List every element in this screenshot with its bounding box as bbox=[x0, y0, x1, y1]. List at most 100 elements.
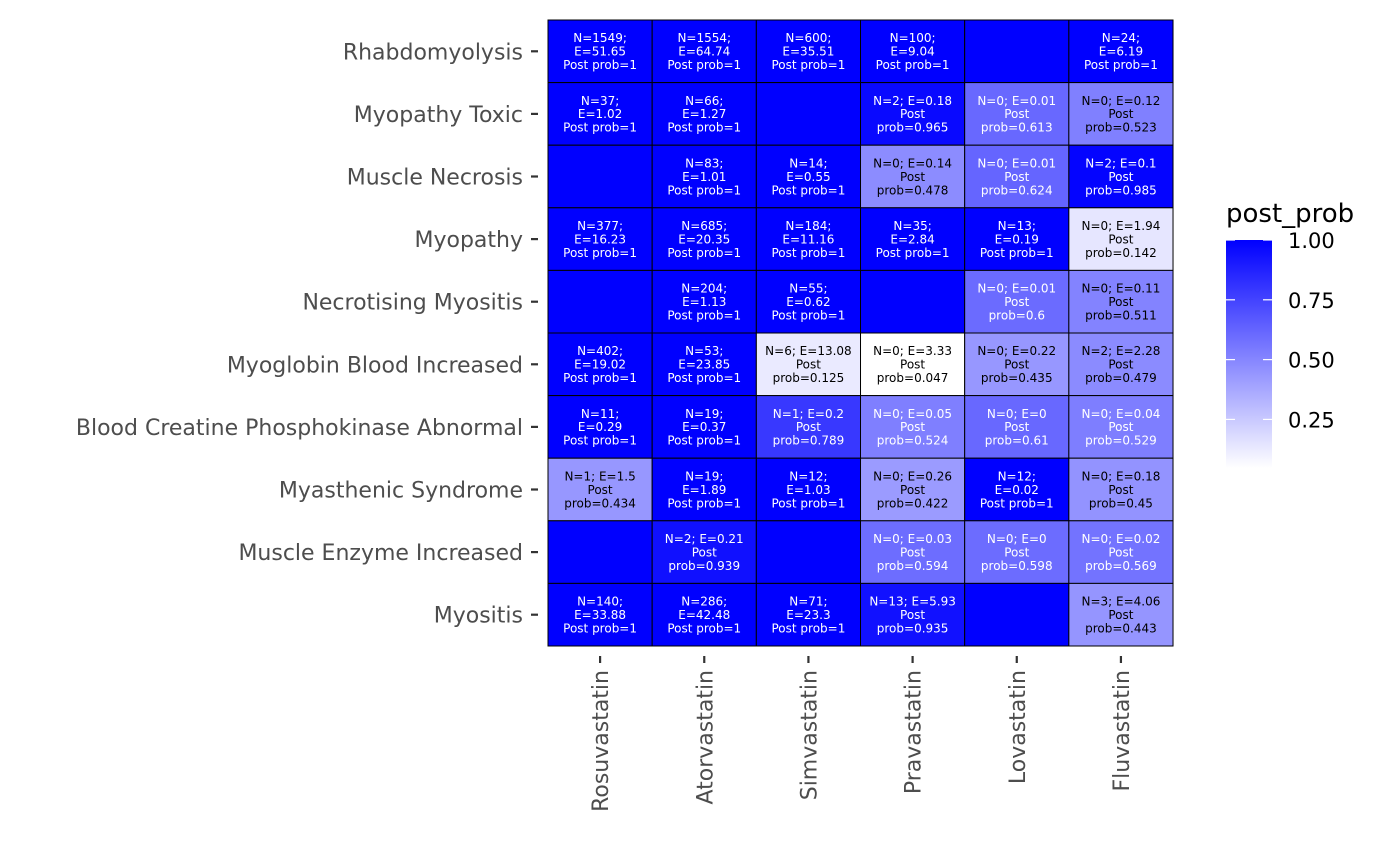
cell-label: Post prob=1 bbox=[563, 58, 637, 72]
cell-label: prob=0.479 bbox=[1085, 371, 1157, 385]
cell-label: prob=0.434 bbox=[564, 496, 636, 510]
heatmap-cell bbox=[964, 520, 1070, 584]
cell-label: Post prob=1 bbox=[771, 308, 845, 322]
cell-label: Post bbox=[1004, 295, 1029, 309]
cell-label: Post bbox=[900, 358, 925, 372]
cell-label: Post prob=1 bbox=[667, 246, 741, 260]
cell-label: prob=0.594 bbox=[877, 559, 949, 573]
x-tick-label: Simvastatin bbox=[797, 670, 822, 800]
cell-label: prob=0.443 bbox=[1085, 621, 1157, 635]
cell-label: Post prob=1 bbox=[1084, 58, 1158, 72]
cell-label: N=0; E=0.18 bbox=[1081, 469, 1160, 483]
heatmap-cell bbox=[1068, 269, 1174, 334]
legend-ticks: 0.25 0.50 0.75 1.00 bbox=[1226, 229, 1335, 432]
cell-label: Post prob=1 bbox=[771, 496, 845, 510]
heatmap-cell bbox=[547, 269, 653, 334]
cell-label: Post bbox=[1108, 232, 1133, 246]
cell-label: N=3; E=4.06 bbox=[1081, 595, 1160, 609]
cell-label: Post bbox=[692, 545, 717, 559]
cell-label: Post prob=1 bbox=[876, 58, 950, 72]
heatmap-cell bbox=[547, 19, 653, 84]
cell-label: Post bbox=[1108, 107, 1133, 121]
cell-label: E=16.23 bbox=[574, 232, 626, 246]
cell-label: Post prob=1 bbox=[771, 183, 845, 197]
cell-label: N=12; bbox=[789, 469, 827, 483]
heatmap-cell bbox=[860, 269, 966, 334]
heatmap-cell bbox=[1068, 582, 1174, 647]
cell-label: N=66; bbox=[685, 94, 723, 108]
cell-label: prob=0.935 bbox=[877, 621, 949, 635]
y-tick-label: Blood Creatine Phosphokinase Abnormal bbox=[76, 416, 523, 441]
heatmap-cell bbox=[755, 269, 862, 334]
cell-label: Post prob=1 bbox=[667, 308, 741, 322]
cell-label: E=6.19 bbox=[1099, 45, 1143, 59]
heatmap-cell bbox=[755, 520, 862, 584]
cell-label: Post bbox=[900, 608, 925, 622]
cell-label: N=35; bbox=[893, 219, 931, 233]
cell-label: E=0.29 bbox=[578, 420, 622, 434]
cell-label: Post prob=1 bbox=[771, 246, 845, 260]
y-tick-label: Necrotising Myositis bbox=[302, 291, 523, 316]
cell-label: Post prob=1 bbox=[980, 246, 1054, 260]
cell-label: Post prob=1 bbox=[667, 434, 741, 448]
cell-label: N=6; E=13.08 bbox=[765, 344, 852, 358]
cell-label: prob=0.511 bbox=[1085, 308, 1157, 322]
cell-label: N=0; E=3.33 bbox=[873, 344, 952, 358]
cell-label: prob=0.478 bbox=[877, 183, 949, 197]
cell-label: Post bbox=[1108, 170, 1133, 184]
cell-label: N=600; bbox=[785, 31, 831, 45]
y-tick-label: Myasthenic Syndrome bbox=[279, 479, 523, 504]
cell-label: N=2; E=0.21 bbox=[665, 532, 744, 546]
cell-label: prob=0.985 bbox=[1085, 183, 1157, 197]
cell-label: N=1554; bbox=[677, 31, 731, 45]
cell-label: N=0; E=0.02 bbox=[1081, 532, 1160, 546]
cell-label: Post prob=1 bbox=[667, 621, 741, 635]
cell-label: N=0; E=0.01 bbox=[977, 156, 1056, 170]
cell-label: E=0.19 bbox=[995, 232, 1039, 246]
cell-label: Post bbox=[900, 170, 925, 184]
heatmap-cell bbox=[860, 332, 966, 397]
cell-label: N=100; bbox=[890, 31, 936, 45]
legend-title: post_prob bbox=[1226, 199, 1354, 229]
y-tick-label: Myopathy bbox=[415, 228, 524, 253]
heatmap-cell bbox=[547, 457, 653, 522]
heatmap-cell bbox=[860, 207, 966, 271]
x-tick-label: Atorvastatin bbox=[693, 670, 718, 805]
cell-label: Post prob=1 bbox=[980, 496, 1054, 510]
cell-label: E=0.37 bbox=[682, 420, 726, 434]
heatmap-cell bbox=[1068, 332, 1174, 397]
cell-label: E=23.3 bbox=[786, 608, 830, 622]
cell-label: Post prob=1 bbox=[876, 246, 950, 260]
cell-label: prob=0.965 bbox=[877, 121, 949, 135]
cell-label: prob=0.422 bbox=[877, 496, 949, 510]
x-tick-label: Lovastatin bbox=[1006, 670, 1031, 784]
heatmap-cell bbox=[547, 520, 653, 584]
cell-label: N=0; E=0.01 bbox=[977, 282, 1056, 296]
cell-label: N=0; E=0.14 bbox=[873, 156, 952, 170]
cell-label: Post prob=1 bbox=[667, 183, 741, 197]
heatmap-cell bbox=[547, 82, 653, 146]
cell-label: Post bbox=[1108, 358, 1133, 372]
cell-label: prob=0.125 bbox=[773, 371, 845, 385]
cell-label: Post bbox=[1004, 420, 1029, 434]
heatmap-cell bbox=[1068, 395, 1174, 459]
y-axis-labels: Rhabdomyolysis Myopathy Toxic Muscle Necro… bbox=[76, 40, 538, 629]
cell-label: prob=0.569 bbox=[1085, 559, 1157, 573]
cell-label: N=0; E=0 bbox=[987, 407, 1047, 421]
cell-label: N=83; bbox=[685, 156, 723, 170]
cell-label: N=19; bbox=[685, 407, 723, 421]
cell-label: E=19.02 bbox=[574, 358, 626, 372]
heatmap-cell bbox=[651, 332, 757, 397]
heatmap-cell bbox=[755, 582, 862, 647]
cell-label: E=64.74 bbox=[678, 45, 730, 59]
cell-label: N=0; E=0.12 bbox=[1081, 94, 1160, 108]
cell-label: Post prob=1 bbox=[667, 121, 741, 135]
cell-label: prob=0.6 bbox=[989, 308, 1045, 322]
cell-label: N=12; bbox=[998, 469, 1036, 483]
y-tick-label: Rhabdomyolysis bbox=[343, 40, 523, 65]
cell-label: Post bbox=[796, 420, 821, 434]
cell-label: Post prob=1 bbox=[563, 371, 637, 385]
heatmap-cell bbox=[860, 395, 966, 459]
cell-label: E=2.84 bbox=[890, 232, 934, 246]
cell-label: prob=0.524 bbox=[877, 434, 949, 448]
